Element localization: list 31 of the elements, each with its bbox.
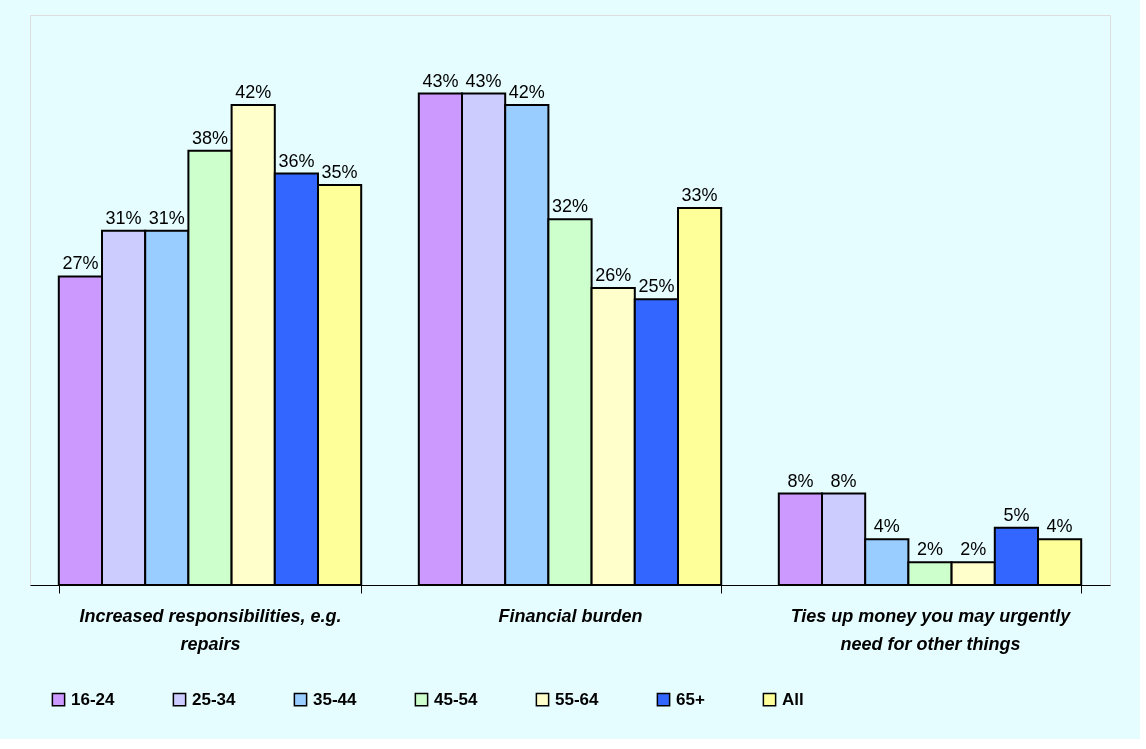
data-label: 43% <box>465 70 502 91</box>
legend-label: 55-64 <box>555 689 600 709</box>
data-label: 2% <box>960 539 987 560</box>
legend-label: 35-44 <box>313 689 358 709</box>
x-tick-label: Ties up money you may urgently need for other things <box>790 605 1072 654</box>
data-label: 25% <box>638 276 675 297</box>
data-label: 32% <box>551 196 589 217</box>
x-tick-label: Increased responsibilities, e.g. repairs <box>79 605 342 654</box>
data-label: 4% <box>1046 516 1073 537</box>
data-label: 36% <box>278 150 315 171</box>
data-label: 5% <box>1003 504 1030 525</box>
data-label: 35% <box>321 162 358 183</box>
x-tick-label: Financial burden <box>498 605 643 626</box>
legend-label: 65+ <box>676 689 705 709</box>
data-label: 2% <box>916 539 944 560</box>
data-label: 42% <box>508 82 545 103</box>
data-label: 31% <box>105 207 142 228</box>
legend-label: 16-24 <box>71 689 116 709</box>
data-label: 42% <box>235 82 272 103</box>
data-label: 8% <box>830 470 857 491</box>
data-label: 26% <box>595 264 632 285</box>
data-label: 38% <box>191 127 229 148</box>
legend-label: All <box>782 689 804 709</box>
data-label: 8% <box>787 470 814 491</box>
data-label: 31% <box>148 207 185 228</box>
legend-label: 45-54 <box>434 689 479 709</box>
data-label: 33% <box>681 184 718 205</box>
legend-label: 25-34 <box>192 689 237 709</box>
data-label: 4% <box>873 516 900 537</box>
data-label: 43% <box>422 70 459 91</box>
data-label: 27% <box>62 253 99 274</box>
